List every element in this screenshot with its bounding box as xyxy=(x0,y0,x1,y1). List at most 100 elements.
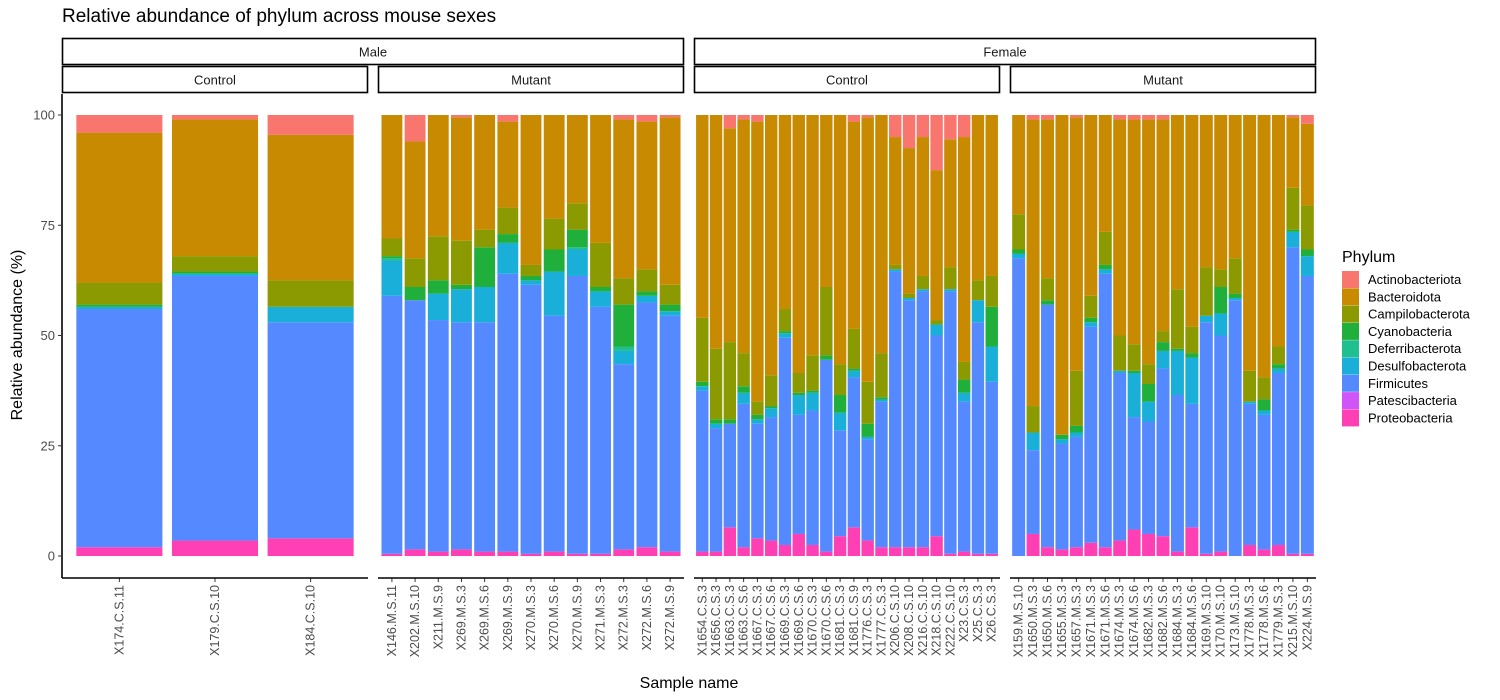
legend-label: Actinobacteriota xyxy=(1368,272,1462,287)
bar-segment xyxy=(404,115,426,142)
legend-swatch xyxy=(1342,357,1359,375)
legend-swatch xyxy=(1342,288,1359,306)
bar-segment xyxy=(861,117,874,382)
bar-segment xyxy=(1228,293,1242,299)
bar-segment xyxy=(1084,542,1098,556)
bar-segment xyxy=(847,121,861,329)
bar-segment xyxy=(1243,403,1257,545)
bar-segment xyxy=(861,115,874,118)
x-tick-label: X173.M.S.10 xyxy=(1228,585,1242,657)
x-tick-label: X1669.C.S.3 xyxy=(778,585,792,656)
bar-segment xyxy=(1012,115,1026,215)
bar-segment xyxy=(1300,275,1314,554)
bar-segment xyxy=(1228,300,1242,556)
bar-segment xyxy=(566,229,588,248)
bar-segment xyxy=(427,551,449,556)
bar-segment xyxy=(1214,115,1228,270)
bar-segment xyxy=(1113,119,1127,336)
x-tick-label: X1684.M.S.3 xyxy=(1170,585,1184,657)
legend-swatch xyxy=(1342,340,1359,358)
bar-segment xyxy=(875,547,888,556)
bar-segment xyxy=(1185,527,1199,556)
bar-segment xyxy=(636,295,658,303)
bar-segment xyxy=(792,395,805,415)
bar-segment xyxy=(543,249,565,272)
legend-label: Bacteroidota xyxy=(1368,289,1442,304)
bar-segment xyxy=(659,304,681,312)
bar-segment xyxy=(381,256,403,259)
bar-segment xyxy=(833,395,847,413)
bar-segment xyxy=(659,115,681,118)
bar-segment xyxy=(902,115,916,149)
bar-segment xyxy=(613,549,635,556)
bar-segment xyxy=(764,406,778,409)
bar-segment xyxy=(1156,368,1170,537)
bar-segment xyxy=(1098,264,1112,270)
bar-segment xyxy=(764,115,778,376)
bar-segment xyxy=(659,311,681,316)
bar-segment xyxy=(636,121,658,270)
bar-segment xyxy=(875,401,888,548)
bar-segment xyxy=(902,547,916,556)
x-tick-label: X169.M.S.10 xyxy=(1199,585,1213,657)
bar-segment xyxy=(861,436,874,440)
bar-segment xyxy=(636,291,658,296)
bar-segment xyxy=(267,280,354,307)
bar-segment xyxy=(820,551,833,556)
bar-segment xyxy=(709,423,723,429)
bar-segment xyxy=(474,247,496,287)
bar-segment xyxy=(543,551,565,556)
bar-segment xyxy=(723,342,737,420)
bar-segment xyxy=(875,115,888,354)
bar-segment xyxy=(171,256,259,272)
x-tick-label: X174.C.S.11 xyxy=(112,585,126,655)
bar-segment xyxy=(1185,403,1199,528)
bar-segment xyxy=(381,238,403,257)
bar-segment xyxy=(847,370,861,378)
x-tick-label: X23.C.S.3 xyxy=(957,585,971,642)
bar-segment xyxy=(737,353,750,387)
bar-segment xyxy=(451,240,472,285)
bar-segment xyxy=(778,333,792,338)
x-tick-label: X269.M.S.3 xyxy=(454,585,468,650)
x-tick-label: X206.C.S.10 xyxy=(888,585,902,656)
x-tick-label: X222.C.S.10 xyxy=(943,585,957,656)
bar-segment xyxy=(566,115,588,204)
bar-segment xyxy=(474,229,496,248)
bar-segment xyxy=(1041,119,1055,279)
bar-segment xyxy=(833,412,847,431)
bar-segment xyxy=(985,553,998,556)
x-tick-label: X1674.M.S.6 xyxy=(1127,585,1141,657)
bar-segment xyxy=(1243,115,1257,371)
bar-segment xyxy=(847,328,861,369)
bar-segment xyxy=(1300,115,1314,124)
bar-segment xyxy=(930,320,943,325)
bar-segment xyxy=(427,115,449,237)
bar-segment xyxy=(76,304,163,307)
x-tick-label: X179.C.S.10 xyxy=(208,585,222,656)
chart-title: Relative abundance of phylum across mous… xyxy=(62,6,497,27)
bar-segment xyxy=(404,258,426,287)
x-tick-label: X1663.C.S.3 xyxy=(723,585,737,656)
bar-segment xyxy=(171,273,259,276)
bar-segment xyxy=(1084,326,1098,543)
bar-segment xyxy=(1185,326,1199,354)
bar-segment xyxy=(497,207,519,235)
bar-segment xyxy=(709,419,723,424)
bar-segment xyxy=(1286,231,1300,248)
x-tick-label: X224.M.S.9 xyxy=(1300,585,1314,650)
bar-segment xyxy=(1084,295,1098,318)
bar-segment xyxy=(1026,533,1040,556)
x-tick-label: X271.M.S.3 xyxy=(594,585,608,650)
bar-segment xyxy=(1271,372,1285,545)
bar-segment xyxy=(171,275,259,541)
bar-segment xyxy=(944,139,957,268)
x-tick-label: X1779.M.S.3 xyxy=(1271,585,1285,657)
x-tick-label: X211.M.S.9 xyxy=(431,585,445,649)
bar-segment xyxy=(1069,115,1083,118)
bar-segment xyxy=(1243,370,1257,402)
bar-segment xyxy=(957,379,971,393)
bar-segment xyxy=(636,302,658,548)
facet-strip-group-label: Mutant xyxy=(511,73,551,88)
bar-segment xyxy=(764,540,778,556)
